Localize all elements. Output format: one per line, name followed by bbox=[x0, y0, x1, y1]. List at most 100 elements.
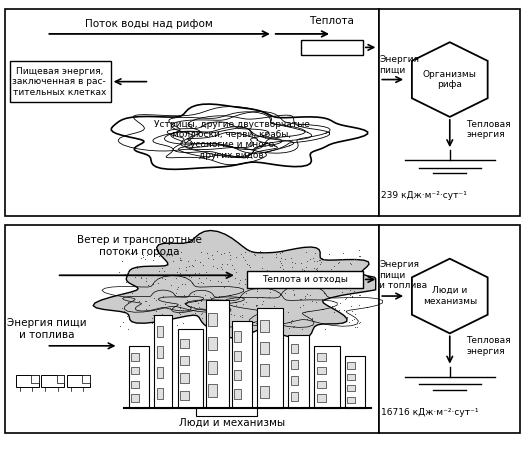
FancyBboxPatch shape bbox=[208, 337, 217, 350]
Point bbox=[71, 74, 80, 81]
Point bbox=[118, 180, 127, 187]
Point bbox=[20, 169, 28, 176]
Point bbox=[257, 315, 266, 322]
Point bbox=[7, 134, 15, 141]
Text: Ветер и транспортные
потоки города: Ветер и транспортные потоки города bbox=[77, 235, 202, 257]
Point bbox=[290, 278, 299, 285]
Point bbox=[358, 175, 366, 183]
Text: 16716 кДж·м⁻²·сут⁻¹: 16716 кДж·м⁻²·сут⁻¹ bbox=[381, 408, 478, 417]
Point bbox=[291, 78, 299, 85]
Point bbox=[28, 131, 36, 138]
Point bbox=[354, 253, 363, 260]
Point bbox=[174, 184, 182, 192]
Point bbox=[186, 52, 195, 59]
Point bbox=[197, 296, 205, 303]
Point bbox=[246, 273, 254, 281]
Point bbox=[301, 263, 310, 270]
FancyBboxPatch shape bbox=[317, 381, 326, 388]
Point bbox=[301, 295, 309, 302]
Point bbox=[127, 198, 135, 206]
Point bbox=[308, 74, 317, 81]
Point bbox=[22, 106, 30, 113]
Point bbox=[312, 102, 320, 109]
Point bbox=[326, 139, 334, 147]
Point bbox=[239, 254, 247, 261]
Point bbox=[299, 79, 307, 87]
Point bbox=[261, 281, 270, 288]
Point bbox=[232, 301, 240, 308]
Point bbox=[167, 185, 175, 192]
Point bbox=[148, 319, 156, 327]
Point bbox=[300, 68, 308, 75]
Point bbox=[12, 175, 20, 182]
Point bbox=[263, 266, 271, 273]
FancyBboxPatch shape bbox=[317, 353, 326, 361]
Point bbox=[220, 92, 228, 99]
Point bbox=[318, 254, 327, 261]
Point bbox=[23, 106, 31, 113]
Text: 239 кДж·м⁻²·сут⁻¹: 239 кДж·м⁻²·сут⁻¹ bbox=[381, 191, 467, 200]
Point bbox=[113, 94, 121, 101]
Point bbox=[144, 282, 152, 289]
Point bbox=[366, 134, 374, 142]
Point bbox=[195, 74, 204, 81]
Point bbox=[316, 76, 324, 83]
Point bbox=[108, 195, 117, 202]
Point bbox=[330, 122, 338, 129]
Point bbox=[280, 272, 288, 279]
Point bbox=[307, 269, 315, 276]
Point bbox=[130, 197, 138, 204]
Point bbox=[163, 123, 171, 130]
Point bbox=[95, 183, 103, 190]
Point bbox=[223, 260, 232, 267]
Point bbox=[49, 75, 58, 82]
Point bbox=[179, 307, 187, 314]
Point bbox=[284, 172, 292, 179]
Point bbox=[175, 145, 183, 152]
Point bbox=[108, 80, 116, 87]
Point bbox=[269, 144, 278, 151]
Point bbox=[276, 258, 285, 265]
Point bbox=[174, 284, 182, 291]
Point bbox=[332, 123, 340, 130]
Point bbox=[304, 65, 312, 72]
Point bbox=[93, 147, 102, 154]
Point bbox=[23, 106, 31, 113]
Point bbox=[114, 268, 123, 275]
Point bbox=[204, 254, 213, 262]
Point bbox=[309, 172, 318, 179]
Point bbox=[272, 173, 280, 180]
Point bbox=[69, 96, 77, 103]
Point bbox=[12, 143, 20, 150]
Point bbox=[348, 109, 356, 116]
Point bbox=[61, 156, 69, 163]
Point bbox=[67, 100, 76, 107]
Point bbox=[348, 308, 356, 315]
Point bbox=[136, 274, 145, 281]
Point bbox=[327, 265, 335, 272]
Point bbox=[185, 166, 194, 173]
Point bbox=[331, 304, 339, 312]
Point bbox=[52, 55, 60, 62]
Point bbox=[156, 121, 165, 129]
Point bbox=[89, 201, 98, 208]
Point bbox=[316, 261, 324, 268]
Point bbox=[240, 52, 249, 60]
Point bbox=[102, 51, 110, 59]
Point bbox=[17, 69, 25, 76]
Point bbox=[93, 158, 101, 165]
Point bbox=[318, 70, 327, 78]
Point bbox=[237, 72, 246, 79]
Point bbox=[195, 269, 203, 276]
Point bbox=[48, 105, 56, 112]
Polygon shape bbox=[111, 104, 368, 169]
Point bbox=[253, 156, 261, 163]
Point bbox=[114, 89, 123, 96]
Point bbox=[363, 183, 371, 190]
Point bbox=[308, 315, 317, 322]
Point bbox=[198, 310, 206, 317]
Point bbox=[251, 252, 259, 259]
Point bbox=[265, 310, 274, 317]
Point bbox=[219, 71, 228, 78]
Point bbox=[45, 120, 53, 127]
